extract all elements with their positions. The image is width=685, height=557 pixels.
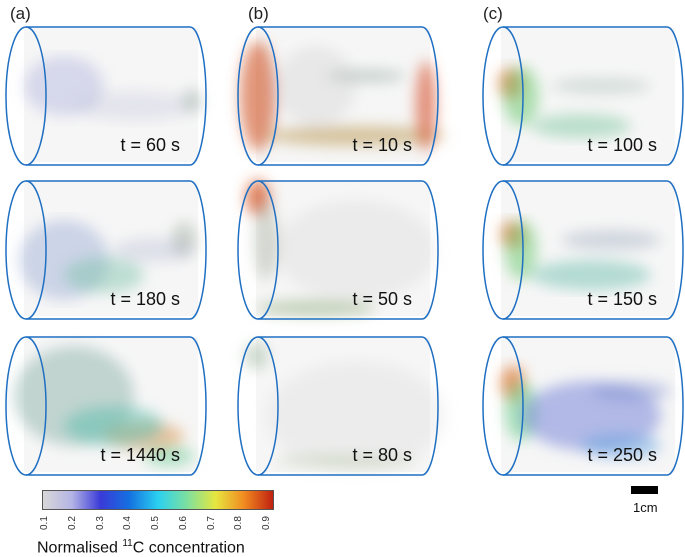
scale-bar: [631, 486, 658, 494]
cylinder-panel: t = 250 s: [481, 336, 684, 476]
cylinder-right-face: [421, 26, 439, 166]
cylinder-right-face: [189, 26, 207, 166]
colorbar: [42, 490, 274, 510]
cylinder-right-face: [189, 336, 207, 476]
colorbar-tick-label: 0.3: [94, 516, 106, 530]
colorbar-tick-label: 0.1: [39, 516, 50, 530]
cylinder-right-face: [666, 180, 684, 320]
time-label: t = 60 s: [120, 135, 180, 155]
column-label-a: (a): [10, 4, 31, 23]
cylinder-panel: t = 50 s: [236, 180, 439, 320]
concentration-blob: [503, 66, 539, 126]
concentration-blob: [256, 300, 376, 316]
concentration-blob: [591, 381, 671, 401]
cylinder-panel: t = 60 s: [4, 26, 207, 166]
concentration-blob: [144, 446, 194, 466]
cylinder-left-face: [5, 26, 47, 166]
concentration-blob: [182, 89, 202, 113]
colorbar-tick-label: 0.8: [233, 516, 245, 530]
colorbar-tick-label: 0.5: [150, 516, 161, 530]
cylinder-panel: t = 100 s: [481, 26, 684, 166]
column-label-b: (b): [248, 4, 269, 23]
concentration-blob: [276, 200, 436, 300]
cylinder-right-face: [421, 180, 439, 320]
cylinder-left-face: [237, 180, 279, 320]
concentration-blob: [266, 361, 446, 471]
time-label: t = 100 s: [587, 135, 657, 155]
cylinder-rendering: [482, 336, 684, 476]
concentration-blob: [74, 91, 194, 121]
cylinder-left-face: [237, 336, 279, 476]
time-label: t = 250 s: [587, 445, 657, 465]
concentration-blob: [64, 257, 144, 293]
concentration-blob: [266, 126, 446, 146]
cylinder-right-face: [189, 180, 207, 320]
concentration-blob: [240, 41, 276, 151]
concentration-blob: [276, 46, 356, 126]
cylinder-rendering: [5, 26, 207, 166]
cylinder-rendering: [5, 336, 207, 476]
concentration-blob: [531, 114, 631, 138]
colorbar-label: Normalised 11C concentration: [37, 538, 245, 557]
cylinder-rendering: [482, 26, 684, 166]
colorbar-tick-label: 0.4: [122, 516, 134, 530]
column-label-c: (c): [483, 4, 503, 23]
concentration-blob: [254, 200, 278, 280]
cylinder-panel: t = 150 s: [481, 180, 684, 320]
concentration-blob: [244, 342, 268, 370]
colorbar-tick-label: 0.2: [66, 516, 78, 530]
concentration-blob: [505, 220, 537, 280]
concentration-blob: [551, 78, 651, 94]
cylinder-panel: t = 180 s: [4, 180, 207, 320]
concentration-blob: [531, 260, 651, 290]
cylinder-right-face: [666, 26, 684, 166]
concentration-blob: [64, 406, 164, 446]
time-label: t = 150 s: [587, 289, 657, 309]
cylinder-panel: t = 1440 s: [4, 336, 207, 476]
time-label: t = 50 s: [352, 289, 412, 309]
cylinder-left-face: [237, 26, 279, 166]
concentration-blob: [561, 230, 661, 250]
concentration-blob: [276, 455, 416, 467]
cylinder-right-face: [421, 336, 439, 476]
cylinder-rendering: [482, 180, 684, 320]
time-label: t = 180 s: [110, 289, 180, 309]
time-label: t = 1440 s: [100, 445, 180, 465]
cylinder-rendering: [237, 336, 446, 476]
concentration-blob: [416, 61, 436, 151]
cylinder-left-face: [5, 180, 47, 320]
cylinder-right-face: [666, 336, 684, 476]
concentration-blob: [114, 238, 194, 262]
cylinder-left-face: [482, 26, 524, 166]
cylinder-rendering: [5, 180, 207, 320]
cylinder-rendering: [237, 26, 446, 166]
cylinder-panel: t = 80 s: [236, 336, 446, 476]
scale-bar-label: 1cm: [633, 500, 658, 515]
time-label: t = 10 s: [352, 135, 412, 155]
cylinder-rendering: [237, 180, 439, 320]
cylinder-left-face: [5, 336, 47, 476]
cylinder-left-face: [482, 180, 524, 320]
time-label: t = 80 s: [352, 445, 412, 465]
colorbar-tick-label: 0.6: [177, 516, 189, 530]
cylinder-left-face: [482, 336, 524, 476]
colorbar-tick-label: 0.7: [205, 516, 217, 530]
cylinder-panel: t = 10 s: [236, 26, 446, 166]
colorbar-tick-label: 0.9: [261, 516, 272, 530]
concentration-blob: [581, 434, 661, 458]
